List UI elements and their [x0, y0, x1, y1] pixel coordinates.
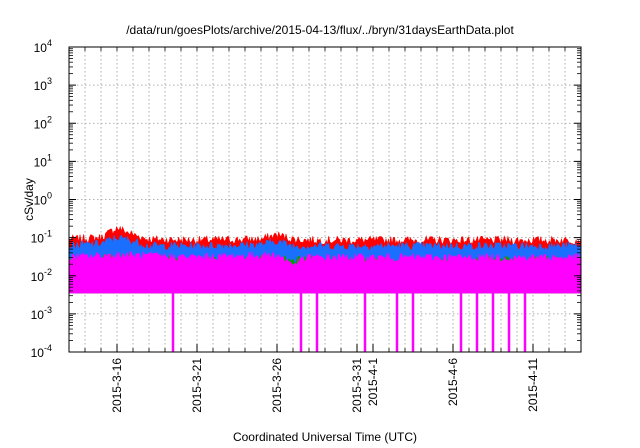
- y-tick-base: 10: [31, 232, 45, 246]
- y-tick-exponent: 0: [47, 191, 52, 201]
- x-tick-labels: 2015-3-16 2015-3-21 2015-3-26 2015-3-31 2015…: [110, 358, 540, 413]
- y-tick-label: 104: [34, 38, 52, 55]
- y-tick-exponent: -4: [44, 343, 52, 353]
- y-tick-exponent: 4: [47, 38, 52, 48]
- y-tick-label: 102: [34, 114, 52, 131]
- y-tick-exponent: 3: [47, 76, 52, 86]
- data-series: [68, 225, 582, 352]
- y-tick-label: 10-4: [31, 343, 52, 360]
- y-tick-exponent: 2: [47, 114, 52, 124]
- x-axis-title: Coordinated Universal Time (UTC): [233, 430, 417, 444]
- x-tick-label: 2015-4-11: [526, 358, 540, 412]
- y-tick-exponent: -3: [44, 305, 52, 315]
- y-tick-exponent: 1: [47, 152, 52, 162]
- y-tick-label: 10-2: [31, 267, 52, 284]
- y-tick-label: 10-1: [31, 229, 52, 246]
- y-tick-label: 101: [34, 152, 52, 169]
- axis-ticks: [68, 46, 582, 353]
- y-tick-label: 10-3: [31, 305, 52, 322]
- y-tick-base: 10: [34, 79, 48, 93]
- x-tick-label: 2015-3-16: [110, 358, 124, 413]
- y-tick-exponent: -1: [44, 229, 52, 239]
- chart-title: /data/run/goesPlots/archive/2015-04-13/f…: [126, 23, 514, 37]
- y-tick-label: 103: [34, 76, 52, 93]
- y-tick-base: 10: [31, 346, 45, 360]
- y-tick-exponent: -2: [44, 267, 52, 277]
- x-tick-label: 2015-3-26: [270, 358, 284, 413]
- y-tick-base: 10: [34, 194, 48, 208]
- y-tick-base: 10: [34, 155, 48, 169]
- y-tick-base: 10: [34, 117, 48, 131]
- y-tick-base: 10: [34, 41, 48, 55]
- y-axis-title: cSv/day: [22, 178, 36, 221]
- x-tick-label: 2015-3-31: [350, 358, 364, 413]
- x-tick-label: 2015-4-6: [446, 358, 460, 406]
- series-area: [68, 250, 582, 294]
- y-tick-base: 10: [31, 270, 45, 284]
- y-tick-base: 10: [31, 308, 45, 322]
- grid-lines: [69, 47, 581, 352]
- x-tick-label: 2015-3-21: [190, 358, 204, 413]
- x-tick-label: 2015-4-1: [366, 358, 380, 406]
- y-tick-label: 100: [34, 191, 52, 208]
